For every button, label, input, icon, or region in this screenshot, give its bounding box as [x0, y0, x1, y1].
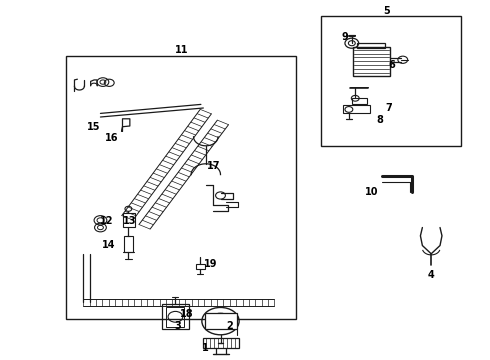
- Text: 9: 9: [341, 32, 348, 42]
- Bar: [196, 264, 205, 269]
- Text: 2: 2: [226, 321, 233, 331]
- Text: 11: 11: [174, 45, 188, 55]
- Text: 14: 14: [102, 240, 116, 250]
- Text: 16: 16: [105, 133, 119, 143]
- Text: 18: 18: [180, 309, 194, 319]
- Text: 17: 17: [207, 161, 220, 171]
- Text: 15: 15: [87, 122, 101, 132]
- Bar: [122, 213, 135, 227]
- Bar: [357, 43, 385, 48]
- Bar: [352, 98, 367, 104]
- Text: 3: 3: [174, 321, 181, 331]
- Bar: [124, 236, 133, 252]
- Text: 1: 1: [201, 343, 208, 353]
- Bar: [166, 307, 184, 327]
- Text: 7: 7: [385, 103, 392, 113]
- Text: 19: 19: [204, 258, 218, 269]
- Bar: [343, 105, 370, 113]
- Bar: [162, 304, 189, 329]
- Text: 5: 5: [384, 6, 391, 16]
- Bar: [353, 47, 390, 76]
- Text: 6: 6: [389, 60, 395, 70]
- Text: 8: 8: [376, 114, 383, 125]
- Bar: [203, 338, 239, 348]
- Text: 4: 4: [428, 270, 435, 280]
- Bar: [205, 313, 237, 329]
- Text: 13: 13: [123, 216, 137, 226]
- Text: 12: 12: [100, 216, 114, 226]
- Bar: [321, 16, 461, 146]
- Bar: [66, 56, 296, 319]
- Text: 10: 10: [365, 186, 378, 197]
